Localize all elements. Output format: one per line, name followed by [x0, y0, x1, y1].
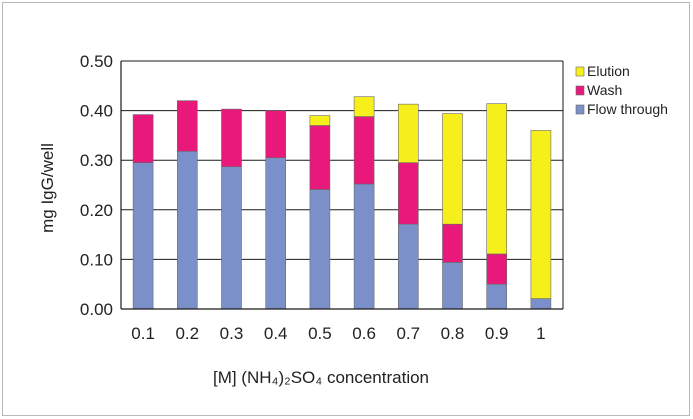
legend: Elution Wash Flow through: [575, 63, 668, 117]
bar-segment-flow-through: [353, 183, 375, 310]
legend-swatch: [575, 66, 585, 77]
legend-swatch: [575, 104, 585, 115]
bar-segment-elution: [486, 103, 508, 255]
axes: [120, 61, 564, 310]
x-tick-label: 0.3: [220, 324, 244, 343]
bar-segment-flow-through: [265, 157, 287, 310]
x-tick-label: 0.9: [485, 324, 509, 343]
y-tick-label: 0.00: [80, 300, 113, 319]
y-tick-label: 0.30: [80, 151, 113, 170]
x-axis-title: [M] (NH₄)₂SO₄ concentration: [213, 368, 429, 387]
bar-segment-wash: [221, 108, 242, 167]
legend-label: Elution: [587, 63, 630, 79]
bar-segment-elution: [442, 113, 463, 225]
x-tick-label: 0.8: [441, 324, 465, 343]
bar-segment-flow-through: [221, 166, 242, 310]
x-tick-label: 0.1: [131, 324, 155, 343]
x-tick-labels: 0.1 0.2 0.3 0.4 0.5 0.6 0.7 0.8 0.9 1: [131, 324, 545, 343]
x-tick-label: 1: [536, 324, 545, 343]
stacked-bar-chart: 0.00 0.10 0.20 0.30 0.40 0.50 0.1 0.2 0.3 0.4 0.5…: [38, 52, 668, 387]
y-axis-title: mg IgG/well: [38, 143, 57, 233]
bar-segment-wash: [177, 100, 198, 152]
bar-segment-wash: [132, 114, 154, 163]
bar-segment-elution: [353, 96, 375, 117]
y-tick-label: 0.40: [80, 102, 113, 121]
bar-segment-flow-through: [309, 189, 331, 310]
x-tick-label: 0.6: [352, 324, 376, 343]
x-tick-label: 0.4: [264, 324, 288, 343]
bar-segment-flow-through: [177, 150, 198, 310]
bar-segment-flow-through: [530, 298, 552, 310]
legend-swatch: [575, 85, 585, 96]
bar-segment-wash: [397, 162, 419, 225]
bar-segment-wash: [265, 110, 287, 159]
legend-label: Wash: [587, 82, 622, 98]
bar-segment-flow-through: [132, 162, 154, 310]
bars: [132, 96, 552, 310]
bar-segment-wash: [353, 116, 375, 185]
bar-segment-flow-through: [397, 223, 419, 310]
x-tick-label: 0.7: [396, 324, 420, 343]
bar-segment-wash: [442, 223, 463, 263]
bar-segment-elution: [397, 103, 419, 163]
y-tick-label: 0.10: [80, 250, 113, 269]
bar-segment-wash: [309, 125, 331, 190]
bar-segment-wash: [486, 253, 508, 285]
x-tick-label: 0.5: [308, 324, 332, 343]
legend-label: Flow through: [587, 101, 668, 117]
y-tick-labels: 0.00 0.10 0.20 0.30 0.40 0.50: [80, 52, 113, 319]
bar-segment-flow-through: [486, 283, 508, 310]
y-tick-label: 0.50: [80, 52, 113, 71]
bar-segment-flow-through: [442, 262, 463, 310]
y-tick-label: 0.20: [80, 201, 113, 220]
bar-segment-elution: [530, 130, 552, 299]
bar-segment-elution: [309, 115, 331, 126]
x-tick-label: 0.2: [175, 324, 199, 343]
